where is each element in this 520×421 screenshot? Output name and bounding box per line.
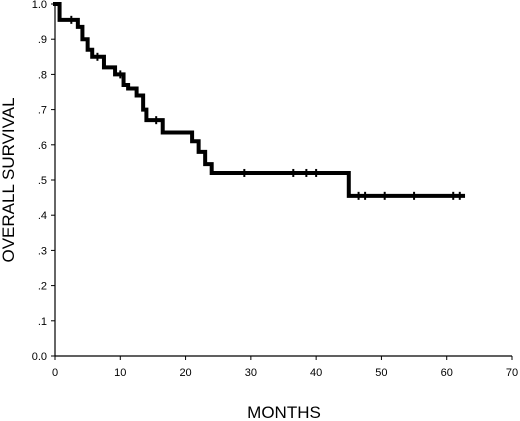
y-tick-label: .7	[38, 105, 47, 117]
y-tick-label: 0.0	[32, 351, 47, 363]
x-tick-label: 40	[310, 367, 322, 379]
x-axis: 0 10 20 30 40 50 60 70	[52, 355, 518, 379]
x-tick-label: 10	[114, 367, 126, 379]
y-tick-label: .1	[38, 316, 47, 328]
y-tick-label: .4	[38, 210, 47, 222]
x-tick-label: 70	[506, 367, 518, 379]
y-tick-label: .2	[38, 281, 47, 293]
y-tick-label: .3	[38, 245, 47, 257]
y-tick-label: 1.0	[32, 0, 47, 11]
survival-curve	[53, 2, 466, 198]
y-tick-label: .5	[38, 175, 47, 187]
x-tick-label: 60	[441, 367, 453, 379]
plot-area	[53, 2, 466, 200]
x-tick-label: 20	[179, 367, 191, 379]
x-tick-label: 30	[245, 367, 257, 379]
y-axis-title: OVERALL SURVIVAL	[0, 97, 18, 262]
x-axis-title: MONTHS	[247, 403, 321, 421]
y-tick-label: .9	[38, 34, 47, 46]
x-tick-label: 0	[52, 367, 58, 379]
y-tick-label: .6	[38, 140, 47, 152]
x-tick-label: 50	[375, 367, 387, 379]
y-tick-label: .8	[38, 69, 47, 81]
y-axis: 0.0 .1 .2 .3 .4 .5 .6 .7 .8 .9 1.0	[32, 0, 56, 363]
